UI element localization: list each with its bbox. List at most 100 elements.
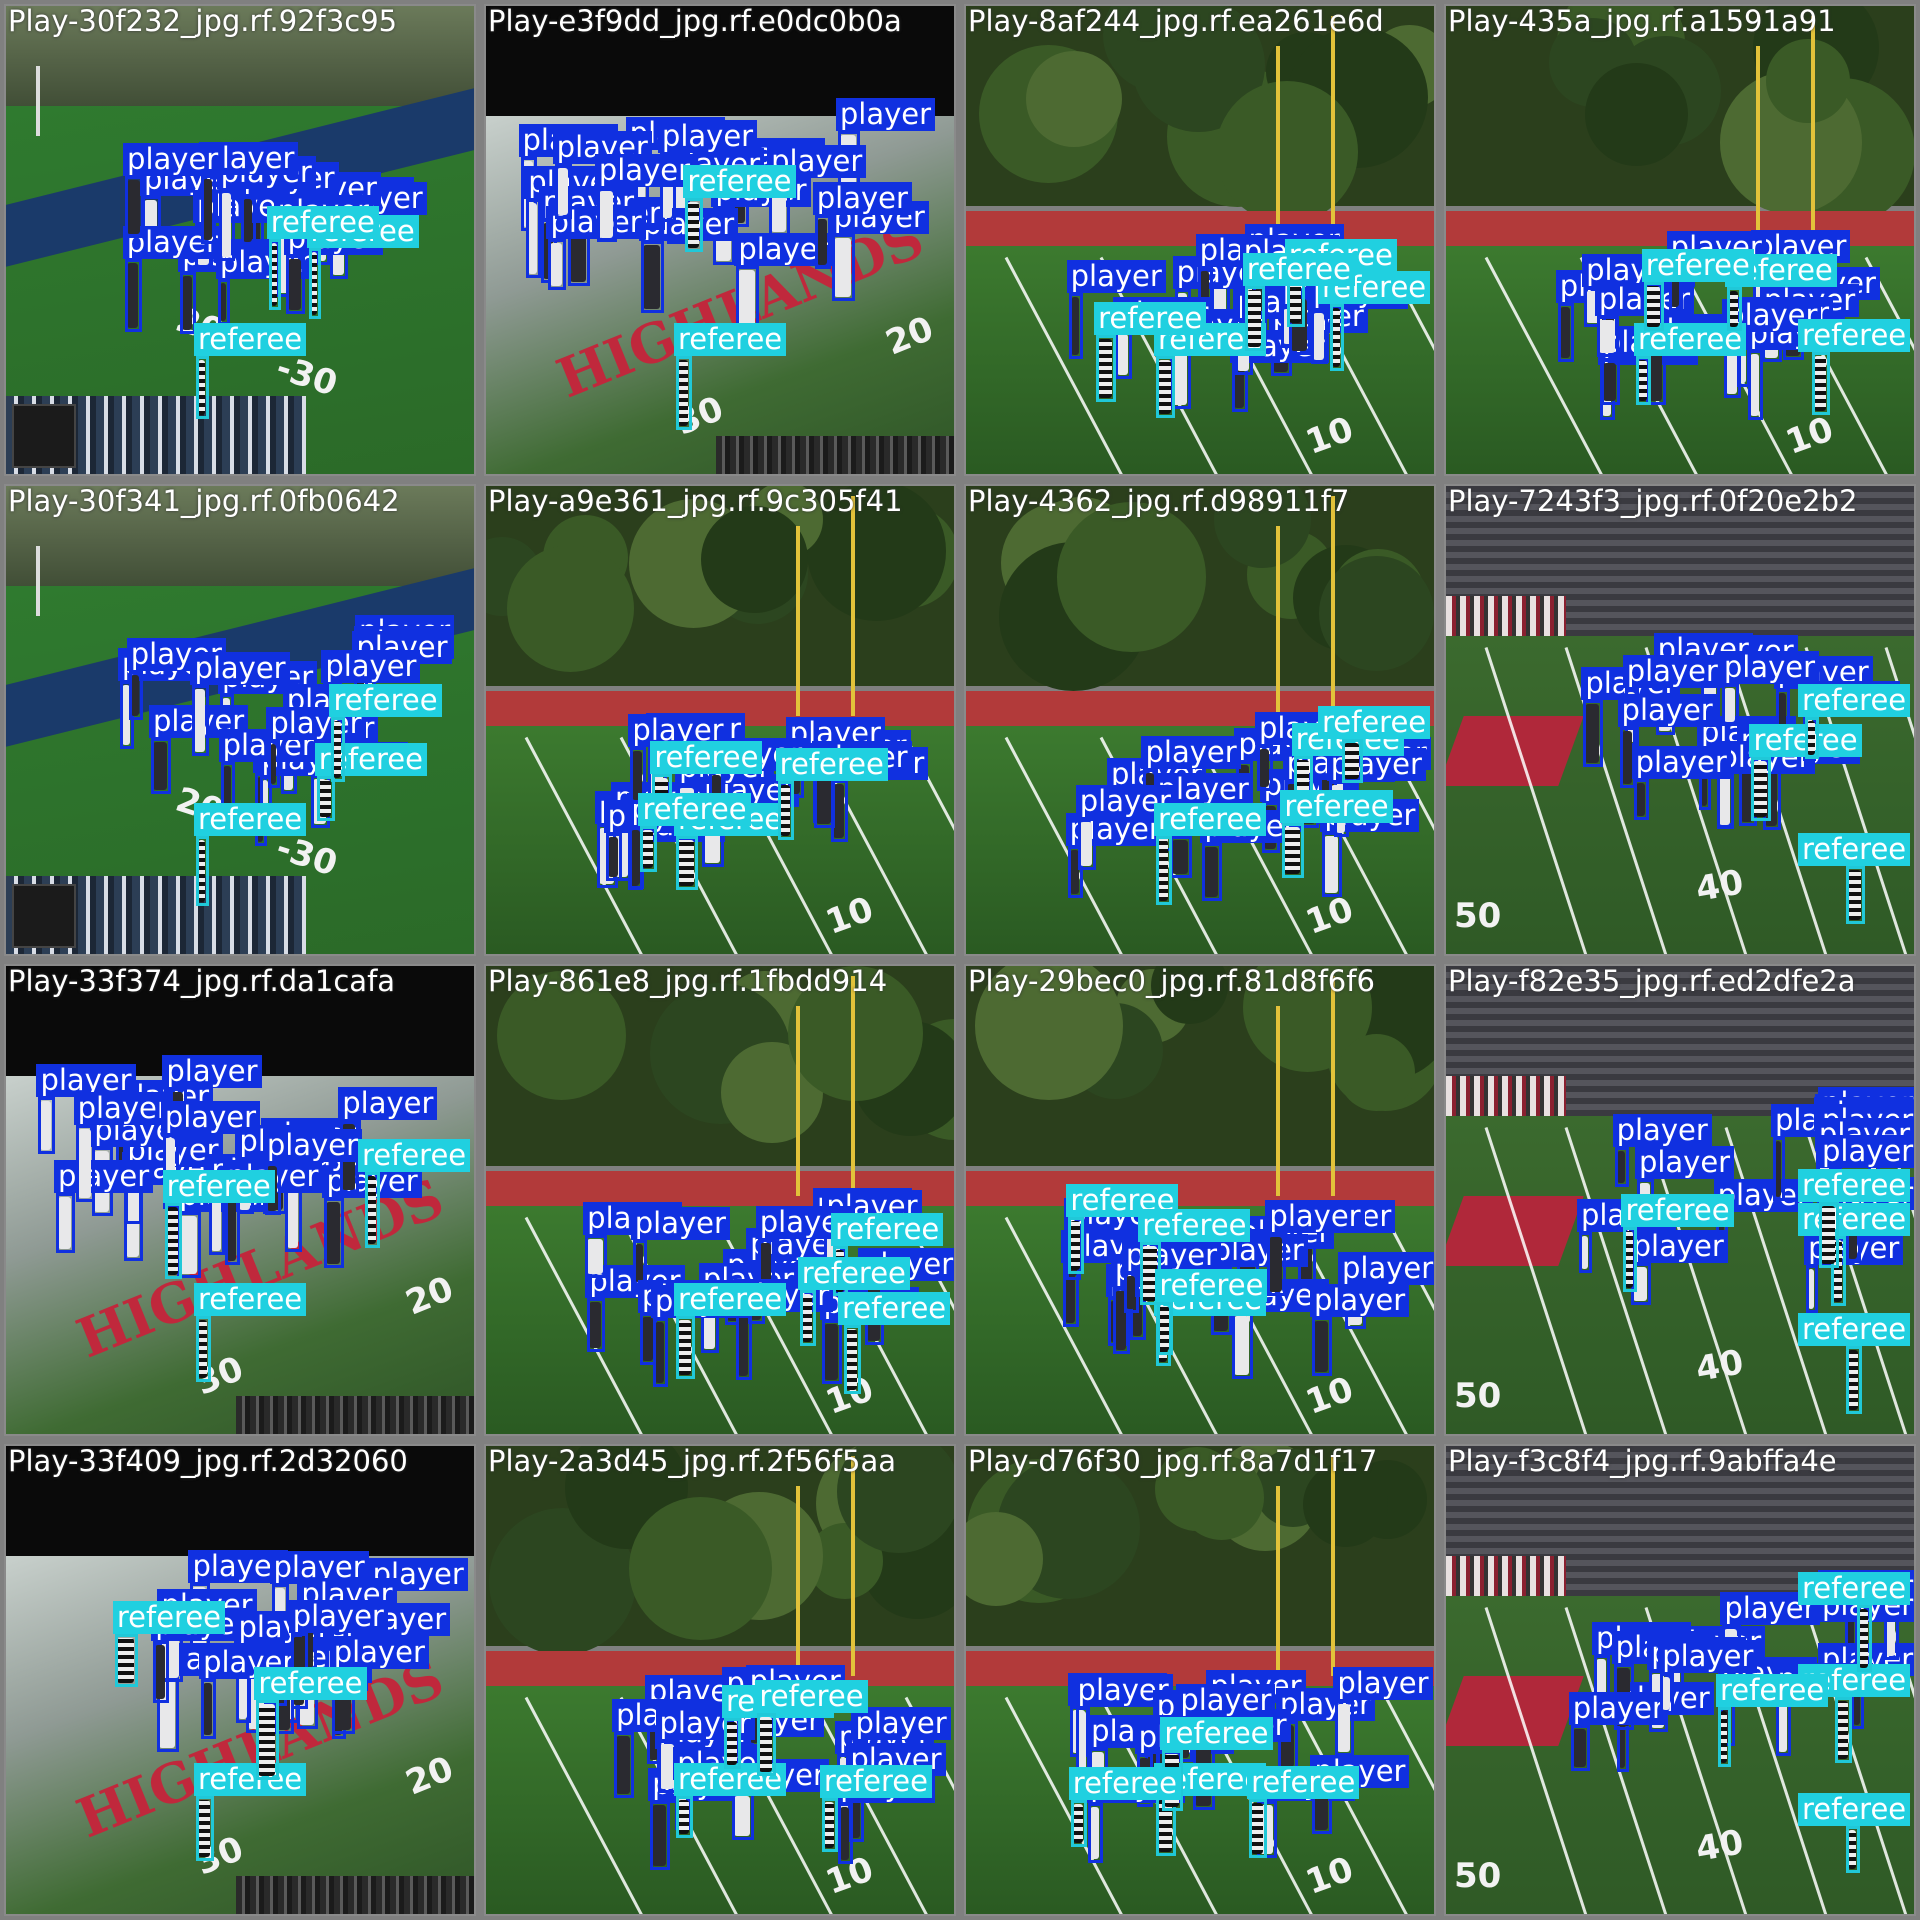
player-label: player xyxy=(1333,1666,1433,1700)
referee-figure xyxy=(367,1176,377,1244)
image-tile: 10playerplayerplayerplayerplayerplayerpl… xyxy=(484,484,956,956)
image-tile: HIGHLANDS3020playerplayerplayerplayerpla… xyxy=(484,4,956,476)
player-label: player xyxy=(630,1207,730,1241)
player-figure xyxy=(556,168,568,216)
referee-figure xyxy=(1848,870,1861,921)
player-figure xyxy=(286,1176,299,1248)
image-filename: Play-a9e361_jpg.rf.9c305f41 xyxy=(488,484,903,518)
player-figure xyxy=(1079,821,1093,867)
goal-post xyxy=(1276,526,1280,716)
referee-figure xyxy=(198,1320,208,1378)
referee-bounding-box xyxy=(799,1289,816,1346)
goal-post xyxy=(1756,46,1760,236)
player-figure xyxy=(550,243,563,286)
player-figure xyxy=(1269,1236,1282,1292)
referee-label: referee xyxy=(1798,1202,1911,1236)
referee-figure xyxy=(1625,1230,1634,1289)
player-bounding-box xyxy=(1123,1271,1140,1314)
player-label: player xyxy=(851,1706,951,1740)
image-filename: Play-2a3d45_jpg.rf.2f56f5aa xyxy=(488,1444,897,1478)
referee-figure xyxy=(678,1800,689,1835)
player-figure xyxy=(1808,1269,1815,1310)
referee-bounding-box xyxy=(1846,1826,1860,1873)
player-bounding-box xyxy=(38,1097,55,1155)
player-figure xyxy=(222,766,231,810)
player-label: player xyxy=(812,181,912,215)
referee-figure xyxy=(845,1328,858,1391)
player-figure xyxy=(1616,1150,1626,1184)
tree xyxy=(787,966,924,1101)
bench-players xyxy=(1446,1556,1566,1596)
yard-number: 50 xyxy=(1454,1376,1502,1416)
goal-post xyxy=(36,66,40,136)
referee-bounding-box xyxy=(777,781,794,840)
player-figure xyxy=(1621,731,1633,785)
scene-backdrop: 10 xyxy=(486,966,954,1434)
image-tile: 10playerplayerplayerplayerplayerplayerpl… xyxy=(1444,4,1916,476)
player-label: player xyxy=(1818,1134,1914,1168)
goal-post xyxy=(851,1456,855,1676)
referee-label: referee xyxy=(254,1667,367,1701)
image-tile: 5040playerplayerplayerplayerplayerplayer… xyxy=(1444,964,1916,1436)
referee-label: referee xyxy=(1641,248,1754,282)
referee-bounding-box xyxy=(1811,352,1831,416)
referee-label: referee xyxy=(755,1680,868,1714)
referee-figure xyxy=(1288,275,1301,323)
player-figure xyxy=(270,743,277,785)
referee-label: referee xyxy=(1621,1193,1734,1227)
player-figure xyxy=(1596,1658,1607,1718)
tree xyxy=(974,966,1123,1101)
player-label: player xyxy=(1338,1251,1434,1285)
player-figure xyxy=(1313,1320,1328,1373)
player-figure xyxy=(182,275,192,331)
player-bounding-box xyxy=(128,671,143,720)
referee-label: referee xyxy=(1798,683,1911,717)
yard-number: 40 xyxy=(1692,862,1747,910)
player-bounding-box xyxy=(1267,1232,1286,1296)
player-figure xyxy=(1559,307,1571,358)
player-figure xyxy=(661,156,673,219)
player-bounding-box xyxy=(1335,1699,1355,1756)
player-bounding-box xyxy=(218,189,235,261)
referee-bounding-box xyxy=(1156,356,1176,418)
referee-bounding-box xyxy=(1846,866,1865,925)
referee-label: referee xyxy=(194,1283,307,1316)
player-label: player xyxy=(1631,746,1731,780)
referee-figure xyxy=(166,1207,178,1275)
tree xyxy=(1057,502,1207,652)
player-label: player xyxy=(1658,1639,1758,1673)
player-figure xyxy=(652,1805,667,1866)
referee-figure xyxy=(1813,356,1827,412)
referee-figure xyxy=(1638,360,1647,402)
referee-figure xyxy=(801,1293,812,1342)
referee-figure xyxy=(1070,1220,1080,1271)
player-label: player xyxy=(657,119,758,153)
player-figure xyxy=(1885,1606,1896,1656)
player-bounding-box xyxy=(1311,1316,1332,1377)
player-figure xyxy=(1580,1236,1588,1269)
player-figure xyxy=(643,244,661,309)
sideline-crowd xyxy=(236,1396,474,1434)
referee-label: referee xyxy=(1068,1767,1181,1801)
player-bounding-box xyxy=(1170,835,1192,878)
player-figure xyxy=(1172,839,1188,874)
goal-post xyxy=(796,1006,800,1196)
referee-label: referee xyxy=(1242,253,1355,287)
goal-post xyxy=(1276,1006,1280,1196)
goal-post xyxy=(1331,16,1335,236)
player-figure xyxy=(130,675,139,716)
player-label: player xyxy=(54,1159,154,1193)
referee-bounding-box xyxy=(196,1316,212,1382)
player-figure xyxy=(1572,1729,1586,1768)
player-bounding-box xyxy=(1614,1146,1630,1188)
player-figure xyxy=(1313,312,1324,361)
player-figure xyxy=(616,1735,631,1795)
referee-label: referee xyxy=(194,1763,307,1796)
player-figure xyxy=(569,233,587,283)
referee-label: referee xyxy=(1160,1717,1273,1751)
player-label: player xyxy=(1176,1684,1276,1718)
player-figure xyxy=(1069,849,1080,894)
player-bounding-box xyxy=(180,271,196,335)
player-figure xyxy=(833,237,852,297)
